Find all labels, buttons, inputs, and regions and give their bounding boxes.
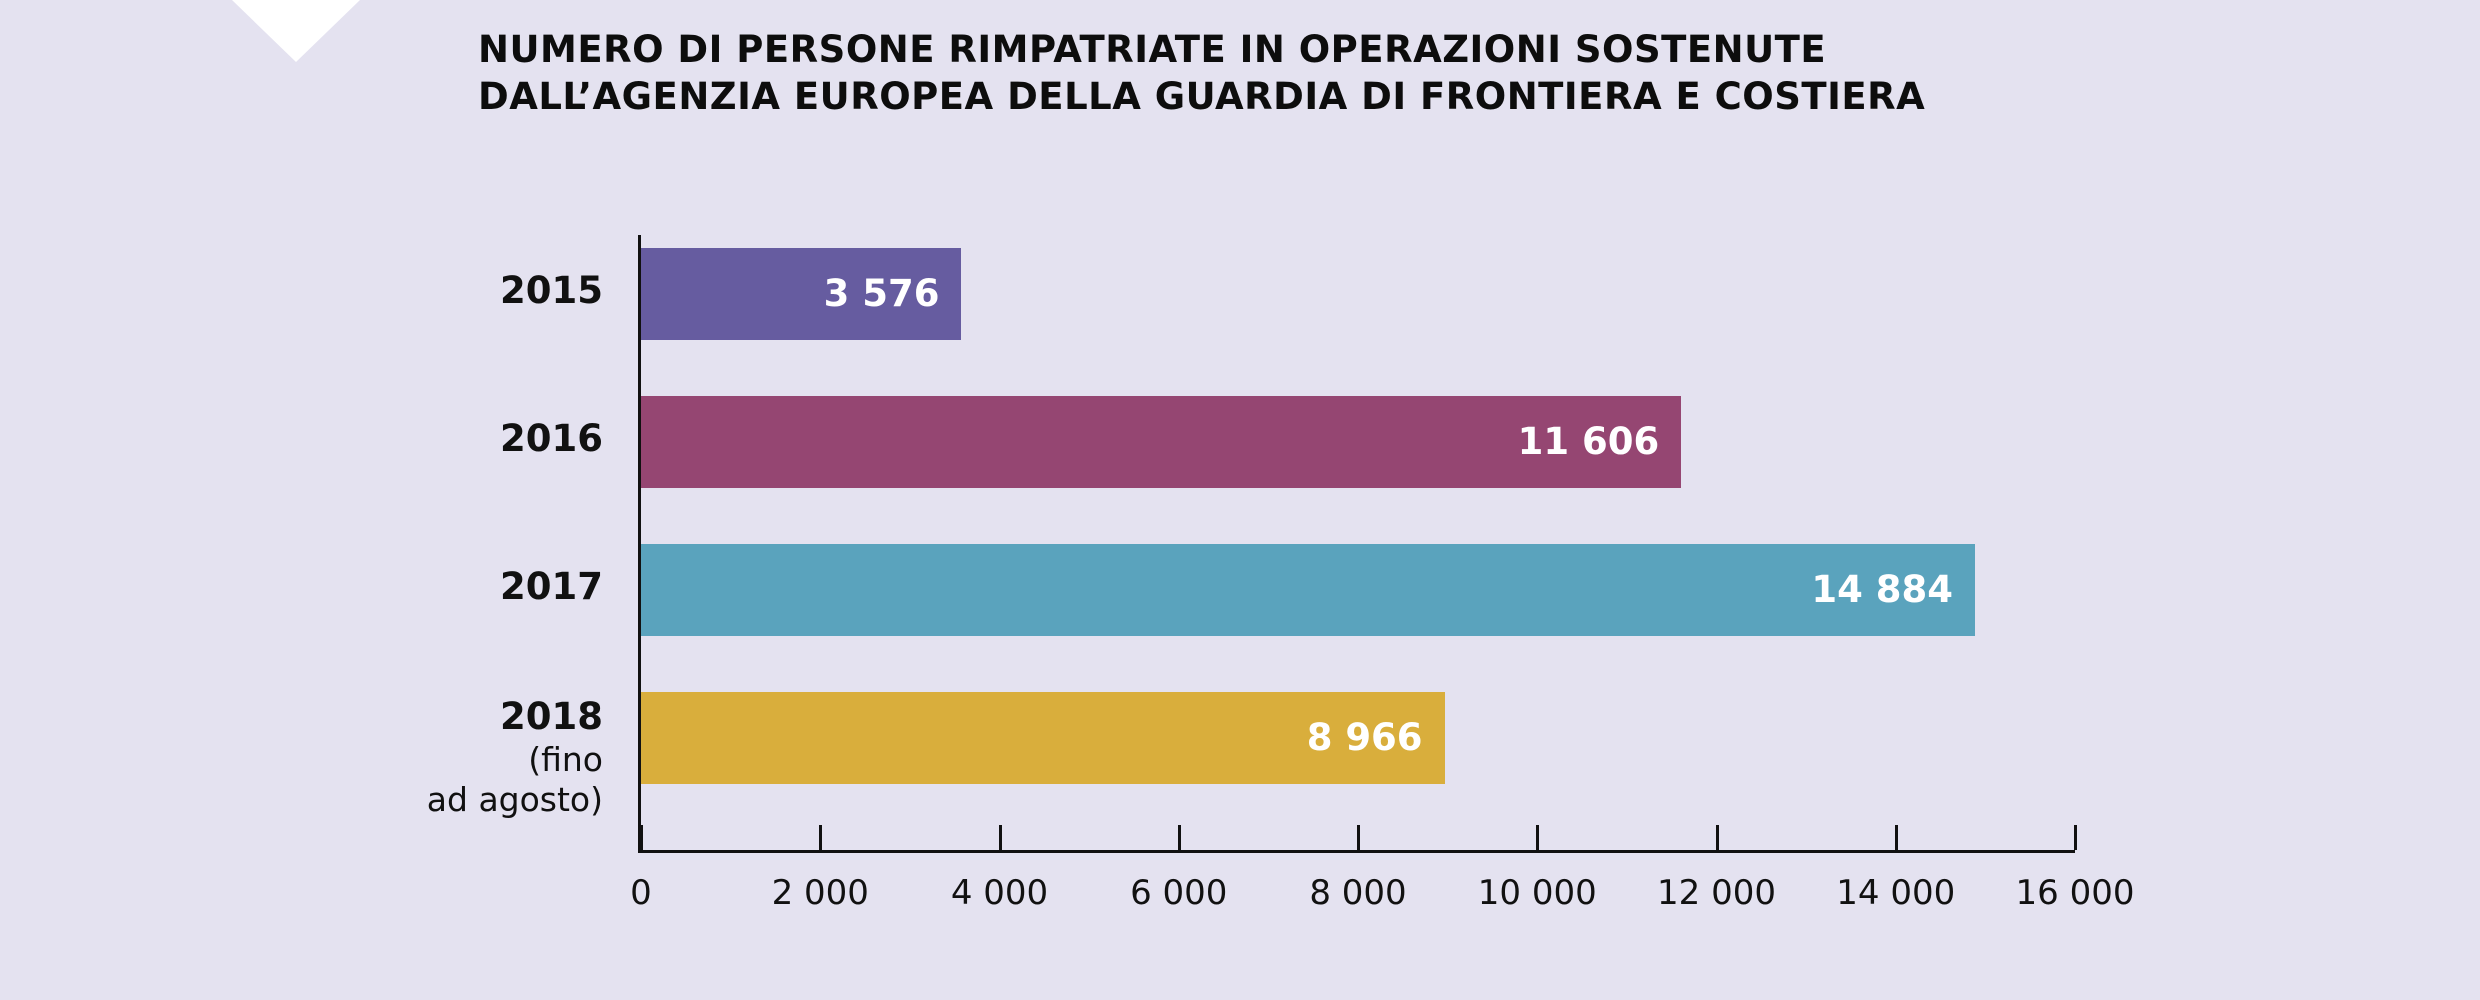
x-axis-tick-label: 2 000 [771, 873, 869, 913]
bar-row: 11 606 [641, 396, 1682, 488]
x-axis-tick [1357, 825, 1360, 850]
bar-value-label: 11 606 [1517, 420, 1660, 463]
bar-value-label: 14 884 [1811, 568, 1953, 611]
bar-row: 8 966 [641, 692, 1445, 784]
bar-row: 3 576 [641, 248, 962, 340]
category-label-2015: 2015 [0, 268, 603, 314]
plot-area: 0 2 000 4 000 6 000 8 000 10 000 12 000 14 000 1… [630, 235, 2134, 913]
x-axis-tick-label: 16 000 [2015, 873, 2135, 913]
bar-value-label: 3 576 [823, 272, 940, 315]
bar-2016 [641, 396, 1682, 488]
category-year: 2015 [500, 269, 603, 312]
x-axis-tick [640, 825, 643, 850]
x-axis-tick-label: 10 000 [1477, 873, 1597, 913]
triangle-down-icon [232, 0, 360, 62]
x-axis-tick [1177, 825, 1181, 850]
bar-row: 14 884 [641, 544, 1975, 636]
bar-value-label: 8 966 [1306, 716, 1423, 759]
x-axis-tick [2074, 825, 2077, 850]
x-axis-tick-label: 0 [630, 873, 652, 913]
category-year: 2017 [500, 565, 603, 608]
category-year: 2016 [500, 417, 603, 460]
x-axis-tick [1894, 825, 1898, 850]
category-label-2018: 2018 (fino ad agosto) [0, 694, 603, 820]
x-axis-tick-label: 12 000 [1657, 873, 1776, 913]
x-axis-tick-label: 6 000 [1130, 873, 1228, 913]
x-axis-tick [998, 825, 1002, 850]
x-axis-tick-label: 4 000 [950, 873, 1049, 913]
x-axis-tick [819, 825, 823, 850]
x-axis-tick [1715, 825, 1719, 850]
category-year: 2018 [500, 695, 603, 738]
category-sublabel: (fino ad agosto) [426, 740, 603, 819]
chart-title: NUMERO DI PERSONE RIMPATRIATE IN OPERAZI… [478, 28, 1926, 118]
x-axis-tick [1536, 825, 1540, 850]
x-axis-tick-label: 14 000 [1836, 873, 1956, 913]
bar-2017 [641, 544, 1975, 636]
y-axis-line [638, 235, 641, 850]
x-axis-tick-label: 8 000 [1309, 873, 1407, 913]
category-label-2017: 2017 [0, 564, 603, 610]
category-label-2016: 2016 [0, 416, 603, 462]
bar-2018 [641, 692, 1445, 784]
x-axis-line [638, 850, 2075, 853]
bar-2015 [641, 248, 962, 340]
